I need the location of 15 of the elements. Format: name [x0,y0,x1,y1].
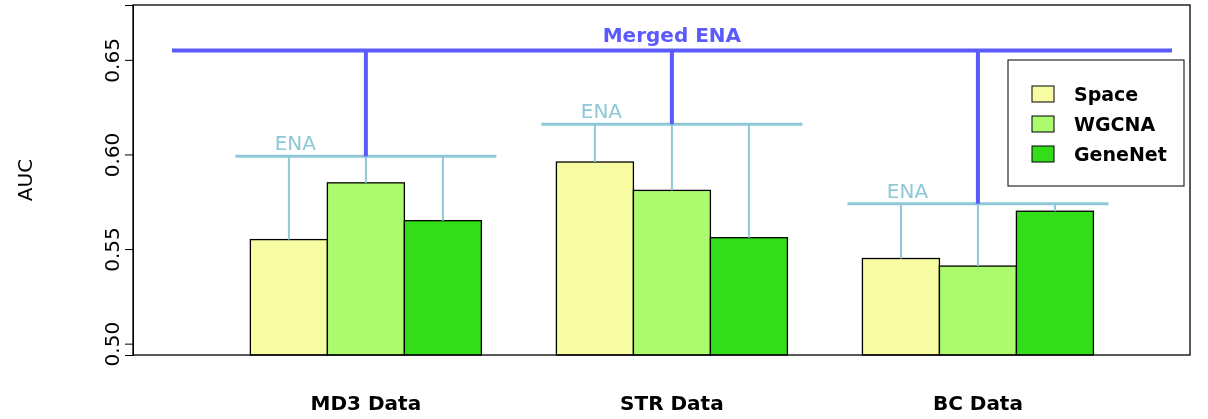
y-axis-title: AUC [13,158,37,202]
y-tick-label: 0.50 [100,321,124,367]
legend-label: WGCNA [1074,113,1156,135]
ref-line-label: Merged ENA [602,23,742,48]
x-tick-label: MD3 Data [310,391,422,415]
ref-line-label: ENA [580,99,623,124]
ref-line-label: ENA [274,131,317,156]
legend-label: Space [1074,83,1139,105]
y-tick-label: 0.55 [100,227,124,272]
x-tick-label: BC Data [932,391,1023,415]
x-tick-label: STR Data [620,391,724,415]
ref-line-label: ENA [886,178,929,203]
y-tick-label: 0.60 [100,132,124,178]
y-tick-label: 0.65 [100,38,124,83]
legend-label: GeneNet [1074,143,1167,165]
